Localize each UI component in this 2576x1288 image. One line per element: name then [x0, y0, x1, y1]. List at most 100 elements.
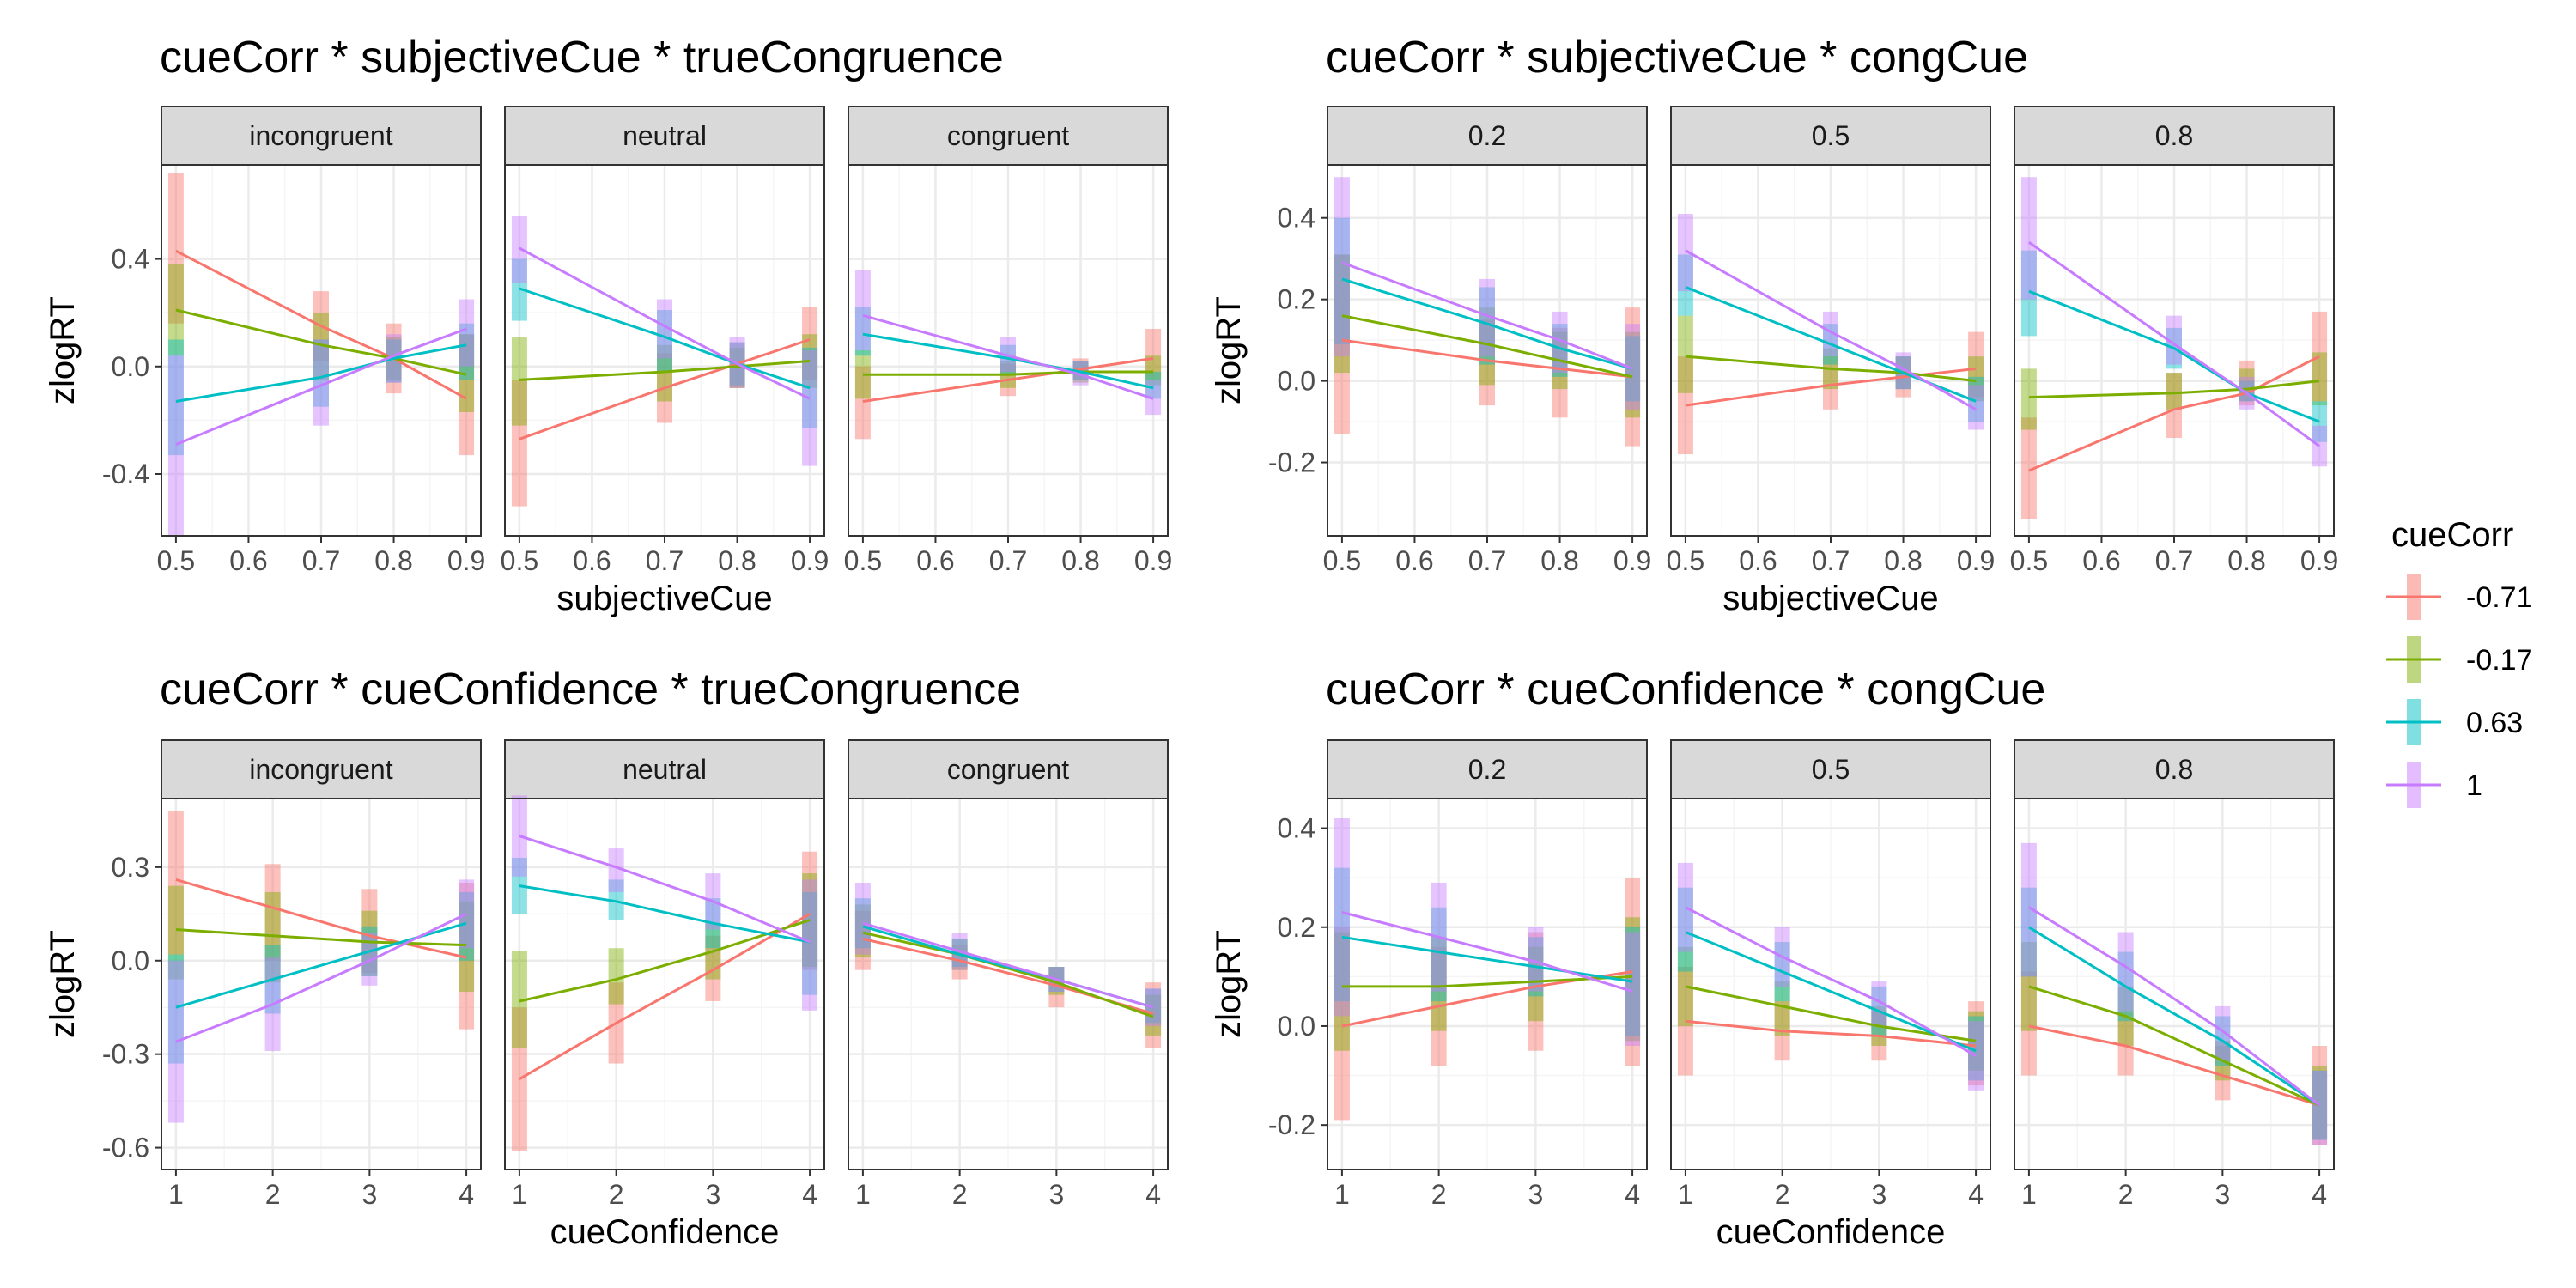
error-bar: [1968, 385, 1984, 430]
error-bar: [313, 339, 329, 426]
x-tick-label: 0.6: [229, 545, 267, 576]
facet-label: incongruent: [249, 754, 392, 785]
error-bar: [802, 350, 818, 466]
x-tick-label: 0.6: [2082, 545, 2120, 576]
y-tick-label: 0.0: [1278, 366, 1315, 397]
x-axis-label: cueConfidence: [1716, 1213, 1946, 1251]
error-bar: [1334, 217, 1350, 344]
x-tick-label: 0.9: [1613, 545, 1651, 576]
y-tick-label: -0.3: [102, 1039, 149, 1070]
y-axis-label: zlogRT: [1210, 930, 1248, 1038]
series-line: [1341, 935, 1633, 983]
legend-entry: -0.17: [2386, 636, 2533, 683]
series-line: [2028, 289, 2320, 423]
y-tick-label: -0.2: [1268, 1109, 1315, 1140]
series-line: [1685, 286, 1977, 403]
facet-label: 0.2: [1468, 754, 1506, 785]
error-bar: [1625, 331, 1641, 418]
facet-panel: 0.2 0.5 0.6 0.7 0.8 0.9 -0.2 0.0 0.2 0.4: [1268, 106, 1651, 576]
facet-panel: congruent 1 2 3 4: [848, 739, 1169, 1210]
series-line: [1685, 1019, 1977, 1048]
error-bar: [1145, 328, 1162, 380]
x-tick-label: 4: [459, 1179, 474, 1210]
error-bar: [1334, 818, 1350, 1017]
error-bar: [1968, 1001, 1984, 1086]
facet-label: 0.5: [1812, 754, 1850, 785]
x-tick-label: 0.7: [1468, 545, 1506, 576]
x-axis-label: cueConfidence: [550, 1213, 780, 1251]
x-tick-label: 1: [855, 1179, 871, 1210]
y-tick-label: 0.4: [1278, 813, 1315, 844]
y-tick-label: 0.0: [112, 351, 149, 382]
panel-border: [504, 798, 825, 1170]
error-bar: [2312, 1066, 2328, 1140]
error-bar: [854, 904, 871, 958]
error-bar: [802, 891, 818, 995]
error-bar: [854, 883, 871, 955]
error-bar: [167, 173, 184, 324]
panel-border: [2014, 798, 2335, 1170]
y-tick-label: 0.2: [1278, 284, 1315, 315]
series-line: [1341, 314, 1633, 379]
error-bar: [608, 848, 624, 892]
series-line: [175, 327, 467, 446]
error-bar: [1479, 278, 1495, 357]
x-tick-label: 2: [609, 1179, 624, 1210]
y-tick-label: 0.2: [1278, 912, 1315, 943]
x-tick-label: 0.7: [302, 545, 340, 576]
x-tick-label: 0.6: [1395, 545, 1433, 576]
facet-strip: [1327, 739, 1648, 799]
error-bar: [1625, 917, 1641, 1042]
y-axis-label: zlogRT: [1210, 296, 1248, 404]
error-bar: [459, 883, 475, 1030]
facet-label: neutral: [623, 754, 707, 785]
error-bar: [167, 954, 184, 1064]
x-tick-label: 4: [802, 1179, 817, 1210]
error-bar: [1000, 344, 1016, 375]
error-bar: [2020, 417, 2037, 520]
x-tick-label: 2: [1775, 1179, 1790, 1210]
x-tick-label: 0.6: [573, 545, 611, 576]
series-line: [175, 343, 467, 403]
series-line: [1685, 367, 1977, 407]
facet-panel: neutral 1 2 3 4: [504, 739, 825, 1210]
x-tick-label: 0.8: [2227, 545, 2265, 576]
x-tick-label: 2: [2118, 1179, 2134, 1210]
error-bar: [2312, 1046, 2328, 1145]
error-bar: [1968, 1021, 1984, 1091]
x-tick-label: 1: [168, 1179, 184, 1210]
chart: cueCorr * cueConfidence * congCue 0.2 1 2 3 4…: [1210, 665, 2335, 1251]
series-line: [1685, 906, 1977, 1057]
y-tick-label: -0.4: [102, 459, 149, 489]
facet-strip: [2014, 739, 2335, 799]
x-tick-label: 1: [1678, 1179, 1693, 1210]
series-line: [519, 884, 811, 944]
y-tick-label: -0.2: [1268, 447, 1315, 478]
y-tick-label: 0.0: [1278, 1011, 1315, 1042]
plot-grid: cueCorr * subjectiveCue * trueCongruence…: [44, 33, 2338, 1251]
error-bar: [1968, 356, 1984, 402]
facet-strip: [1670, 106, 1991, 166]
error-bar: [1479, 319, 1495, 406]
facet-panel: 0.2 1 2 3 4 -0.2 0.0 0.2 0.4: [1268, 739, 1648, 1210]
facet-label: congruent: [947, 120, 1069, 151]
facet-strip: [848, 106, 1169, 166]
series-line: [862, 356, 1154, 403]
x-tick-label: 1: [512, 1179, 527, 1210]
error-bar: [511, 795, 527, 877]
error-bar: [1479, 307, 1495, 386]
legend: cueCorr -0.71 -0.17 0.63 1: [2386, 516, 2533, 808]
facet-panel: 0.5 0.5 0.6 0.7 0.8 0.9: [1667, 106, 1995, 576]
x-tick-label: 4: [2312, 1179, 2327, 1210]
error-bar: [2020, 842, 2037, 977]
series-line: [519, 913, 811, 1080]
x-tick-label: 3: [705, 1179, 720, 1210]
facet-label: 0.2: [1468, 120, 1506, 151]
y-axis-label: zlogRT: [44, 930, 82, 1038]
error-bar: [1431, 907, 1447, 1002]
chart: cueCorr * subjectiveCue * trueCongruence…: [44, 33, 1172, 617]
panel-border: [161, 798, 482, 1170]
series-line: [175, 249, 467, 400]
series-line: [519, 246, 811, 400]
